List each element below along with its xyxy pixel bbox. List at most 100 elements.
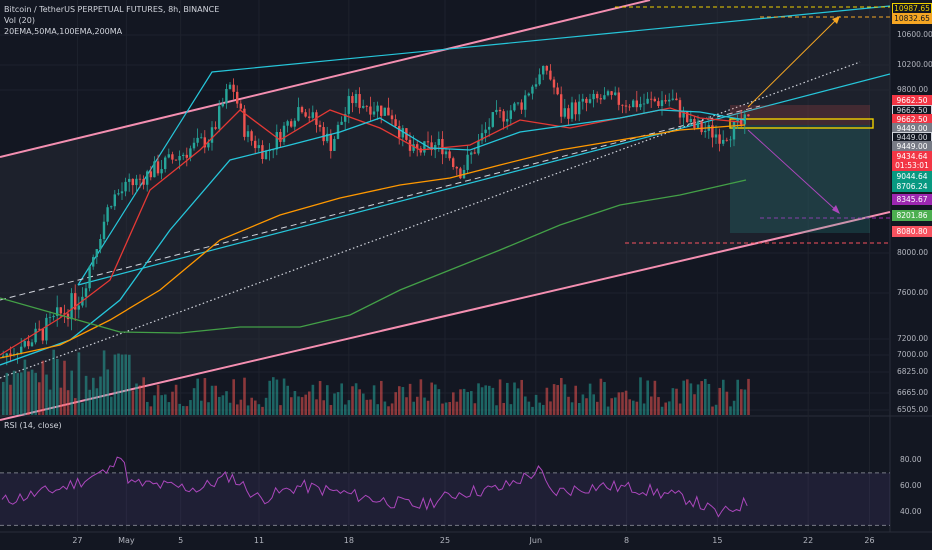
volume-bar	[207, 402, 210, 415]
time-tick-label: 26	[864, 536, 875, 545]
volume-bar	[419, 379, 423, 415]
candle-body	[5, 353, 8, 356]
candle-body	[63, 313, 66, 315]
price-label: 10832.65	[892, 12, 932, 24]
candle-body	[448, 151, 451, 159]
time-tick-label: 18	[343, 536, 354, 545]
volume-bar	[2, 381, 5, 415]
symbol-legend[interactable]: Bitcoin / TetherUS PERPETUAL FUTURES, 8h…	[4, 5, 220, 14]
candle-body	[430, 142, 433, 151]
volume-bar	[524, 396, 527, 415]
volume-bar	[329, 404, 333, 415]
candle-body	[394, 119, 397, 127]
candle-body	[567, 108, 570, 119]
volume-bar	[268, 380, 271, 415]
candle-body	[210, 127, 214, 143]
candle-body	[308, 116, 311, 118]
candle-body	[696, 121, 700, 128]
candle-body	[326, 133, 329, 142]
candle-body	[232, 84, 235, 92]
candle-body	[693, 118, 696, 128]
volume-bar	[506, 382, 509, 415]
candle-body	[282, 125, 286, 142]
volume-bar	[347, 400, 351, 415]
volume-bar	[736, 379, 739, 415]
candle-body	[239, 103, 242, 109]
volume-bar	[203, 378, 207, 415]
volume-bar	[365, 399, 369, 415]
candle-body	[574, 102, 577, 115]
volume-bar	[632, 400, 635, 415]
volume-bar	[621, 392, 624, 415]
volume-bar	[747, 378, 750, 415]
candle-body	[408, 139, 412, 151]
volume-bar	[106, 369, 109, 415]
time-tick-label: May	[118, 536, 135, 545]
volume-bar	[718, 387, 721, 415]
volume-bar	[156, 384, 160, 415]
volume-bar	[380, 380, 383, 415]
volume-bar	[340, 383, 343, 415]
volume-bar	[70, 370, 73, 415]
volume-bar	[131, 390, 135, 415]
volume-bar	[743, 389, 747, 415]
candle-body	[128, 178, 131, 182]
candle-body	[606, 91, 610, 96]
candle-body	[520, 102, 523, 110]
volume-bar	[657, 397, 660, 415]
volume-bar	[290, 397, 293, 415]
candle-body	[513, 103, 516, 111]
volume-bar	[441, 403, 444, 415]
candle-body	[506, 118, 509, 122]
volume-bar	[678, 403, 682, 415]
volume-bar	[527, 401, 531, 415]
price-label: 01:53:01	[892, 159, 932, 171]
volume-bar	[423, 397, 426, 415]
candle-body	[736, 118, 739, 122]
volume-bar	[682, 380, 685, 415]
candle-body	[311, 112, 314, 118]
volume-bar	[110, 396, 113, 415]
channel-upper-line	[0, 0, 651, 158]
volume-bar	[52, 349, 55, 415]
volume-bar	[84, 375, 88, 415]
volume-bar	[495, 405, 498, 415]
candle-body	[678, 100, 682, 118]
ma50-line	[0, 109, 746, 366]
volume-bar	[502, 402, 505, 415]
candle-body	[218, 106, 221, 129]
candle-body	[452, 158, 455, 167]
volume-legend[interactable]: Vol (20)	[4, 16, 35, 25]
candle-body	[113, 194, 116, 207]
rsi-legend[interactable]: RSI (14, close)	[4, 421, 62, 430]
candle-body	[362, 105, 365, 108]
rsi-tick-label: 40.00	[900, 507, 922, 517]
time-tick-label: 8	[624, 536, 630, 545]
candle-body	[610, 91, 613, 95]
candle-body	[254, 140, 257, 149]
candle-body	[257, 145, 260, 149]
candle-body	[70, 293, 73, 320]
volume-bar	[585, 398, 588, 415]
candle-body	[365, 105, 368, 107]
candle-body	[376, 105, 379, 112]
candle-body	[650, 98, 653, 100]
volume-bar	[473, 403, 477, 415]
candle-body	[624, 105, 628, 107]
volume-bar	[693, 394, 696, 415]
candle-body	[484, 129, 487, 134]
ma-legend[interactable]: 20EMA,50MA,100EMA,200MA	[4, 27, 123, 36]
volume-bar	[650, 396, 653, 415]
volume-bar	[146, 401, 149, 415]
candle-body	[142, 179, 145, 185]
volume-bar	[696, 384, 700, 415]
volume-bar	[470, 391, 473, 415]
volume-bar	[38, 382, 41, 415]
volume-bar	[596, 401, 599, 415]
volume-bar	[653, 380, 657, 415]
volume-bar	[99, 376, 102, 415]
candle-body	[412, 144, 415, 151]
candle-body	[34, 328, 37, 343]
volume-bar	[624, 390, 628, 415]
